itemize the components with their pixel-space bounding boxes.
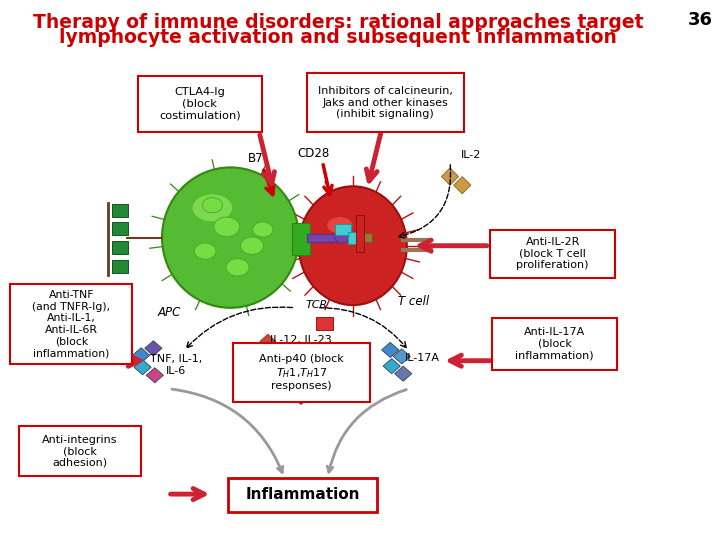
Text: IL-12, IL-23: IL-12, IL-23	[270, 335, 332, 345]
Text: CTLA4-Ig
(block
costimulation): CTLA4-Ig (block costimulation)	[159, 87, 240, 120]
FancyBboxPatch shape	[292, 223, 310, 255]
Circle shape	[226, 259, 249, 276]
Circle shape	[240, 237, 264, 254]
FancyBboxPatch shape	[112, 204, 128, 217]
Polygon shape	[454, 177, 471, 194]
Text: 36: 36	[688, 11, 713, 29]
Polygon shape	[146, 368, 163, 383]
Text: Anti-p40 (block
$T_H$1,$T_H$17
responses): Anti-p40 (block $T_H$1,$T_H$17 responses…	[259, 354, 344, 391]
Circle shape	[335, 232, 349, 243]
FancyBboxPatch shape	[228, 478, 377, 512]
FancyBboxPatch shape	[112, 222, 128, 235]
Polygon shape	[134, 360, 151, 375]
Text: IL-17A: IL-17A	[405, 353, 439, 363]
FancyBboxPatch shape	[307, 73, 464, 132]
Polygon shape	[395, 366, 412, 381]
Text: Anti-integrins
(block
adhesion): Anti-integrins (block adhesion)	[42, 435, 117, 468]
FancyBboxPatch shape	[341, 233, 372, 242]
Ellipse shape	[327, 217, 353, 233]
Text: APC: APC	[158, 306, 181, 319]
Text: IL-2: IL-2	[461, 150, 481, 160]
Circle shape	[194, 243, 216, 259]
FancyBboxPatch shape	[112, 260, 128, 273]
Circle shape	[214, 217, 240, 237]
Polygon shape	[393, 349, 410, 364]
Text: Therapy of immune disorders: rational approaches target: Therapy of immune disorders: rational ap…	[33, 14, 644, 32]
FancyBboxPatch shape	[10, 284, 132, 364]
FancyBboxPatch shape	[233, 343, 370, 402]
FancyBboxPatch shape	[356, 215, 364, 252]
FancyBboxPatch shape	[138, 76, 262, 132]
FancyBboxPatch shape	[335, 224, 351, 235]
Text: Inhibitors of calcineurin,
Jaks and other kinases
(inhibit signaling): Inhibitors of calcineurin, Jaks and othe…	[318, 86, 453, 119]
Text: Anti-IL-17A
(block
inflammation): Anti-IL-17A (block inflammation)	[516, 327, 594, 361]
Text: CD28: CD28	[297, 146, 329, 160]
Polygon shape	[441, 168, 459, 185]
Text: TNF, IL-1,: TNF, IL-1,	[150, 354, 202, 364]
Text: TCR: TCR	[306, 300, 328, 310]
FancyBboxPatch shape	[490, 230, 615, 278]
Polygon shape	[383, 359, 400, 374]
Circle shape	[253, 222, 273, 237]
Polygon shape	[145, 341, 162, 356]
Polygon shape	[382, 342, 399, 357]
FancyBboxPatch shape	[112, 241, 128, 254]
Text: lymphocyte activation and subsequent inflammation: lymphocyte activation and subsequent inf…	[60, 28, 617, 47]
Polygon shape	[132, 348, 150, 363]
FancyBboxPatch shape	[316, 317, 333, 330]
FancyBboxPatch shape	[307, 234, 341, 242]
Circle shape	[202, 198, 222, 213]
Polygon shape	[272, 342, 288, 356]
Text: B7: B7	[248, 152, 264, 165]
Text: (p40): (p40)	[286, 347, 316, 357]
Ellipse shape	[299, 186, 407, 305]
Text: Inflammation: Inflammation	[245, 487, 360, 502]
Text: IL-6: IL-6	[166, 366, 186, 376]
FancyBboxPatch shape	[492, 318, 617, 370]
Text: Anti-IL-2R
(block T cell
proliferation): Anti-IL-2R (block T cell proliferation)	[516, 237, 589, 271]
FancyBboxPatch shape	[19, 426, 141, 476]
Polygon shape	[260, 334, 276, 348]
Ellipse shape	[162, 167, 299, 308]
Text: Anti-TNF
(and TNFR-Ig),
Anti-IL-1,
Anti-IL-6R
(block
inflammation): Anti-TNF (and TNFR-Ig), Anti-IL-1, Anti-…	[32, 290, 110, 358]
FancyBboxPatch shape	[348, 232, 364, 244]
Ellipse shape	[192, 194, 232, 221]
Text: T cell: T cell	[398, 295, 430, 308]
